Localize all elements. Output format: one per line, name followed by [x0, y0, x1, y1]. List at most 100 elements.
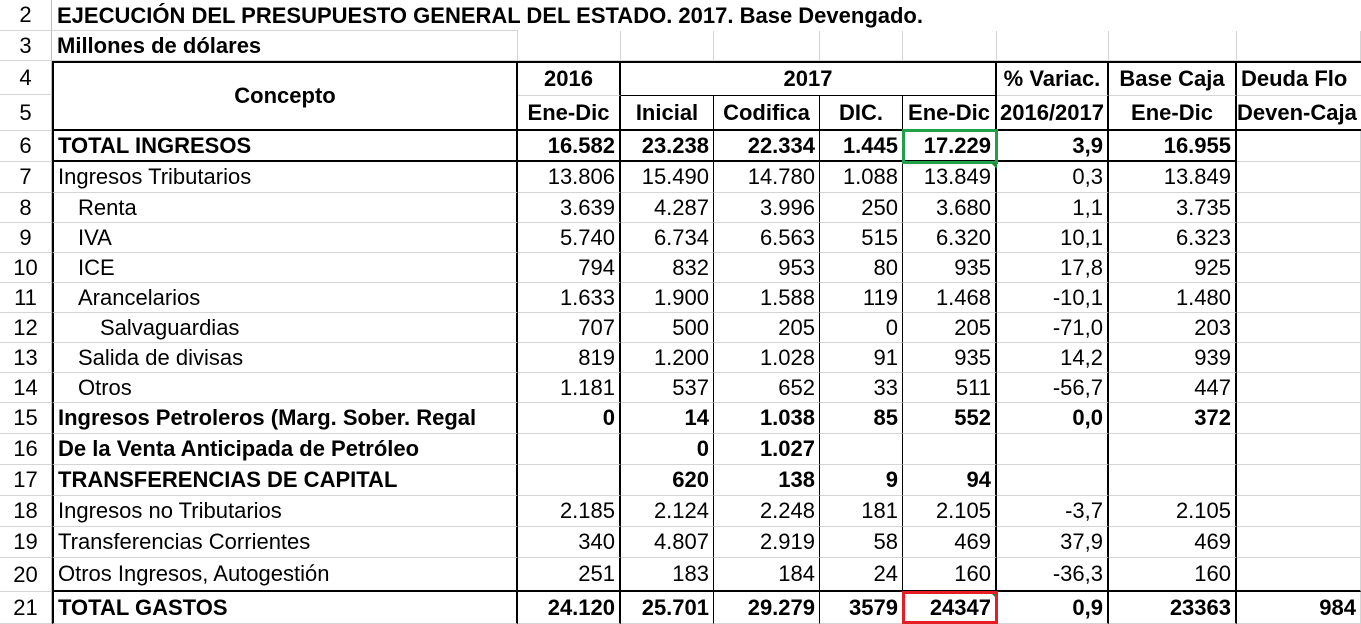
cell-basecaja[interactable]: 447: [1109, 373, 1237, 403]
cell-basecaja[interactable]: 1.480: [1109, 283, 1237, 313]
cell-enedic[interactable]: 511: [903, 373, 997, 403]
cell-inicial[interactable]: 0: [621, 434, 714, 465]
cell-variac[interactable]: [997, 465, 1109, 496]
cell-codifica[interactable]: 2.919: [714, 527, 820, 558]
cell-basecaja[interactable]: 23363: [1109, 592, 1237, 624]
cell-2016[interactable]: 340: [518, 527, 621, 558]
row-header[interactable]: 21: [0, 592, 52, 624]
cell-deuda[interactable]: [1237, 223, 1361, 253]
cell-codifica[interactable]: 953: [714, 253, 820, 283]
cell-deuda[interactable]: [1237, 496, 1361, 527]
cell[interactable]: [997, 31, 1109, 61]
cell-basecaja[interactable]: 16.955: [1109, 131, 1237, 162]
cell-basecaja[interactable]: 203: [1109, 313, 1237, 343]
header-deuda[interactable]: Deuda Flo: [1237, 61, 1361, 96]
row-header[interactable]: 7: [0, 162, 52, 193]
cell-codifica[interactable]: 1.038: [714, 403, 820, 434]
cell-dic[interactable]: 1.088: [820, 162, 903, 193]
cell-basecaja[interactable]: 3.735: [1109, 193, 1237, 223]
row-header[interactable]: 6: [0, 131, 52, 162]
cell-codifica[interactable]: 138: [714, 465, 820, 496]
row-header[interactable]: 11: [0, 283, 52, 313]
cell-enedic[interactable]: 552: [903, 403, 997, 434]
cell-inicial[interactable]: 4.287: [621, 193, 714, 223]
cell-deuda[interactable]: [1237, 193, 1361, 223]
cell-codifica[interactable]: 14.780: [714, 162, 820, 193]
cell-codifica[interactable]: 6.563: [714, 223, 820, 253]
row-header[interactable]: 15: [0, 403, 52, 434]
cell-deuda[interactable]: [1237, 253, 1361, 283]
cell-2016[interactable]: 3.639: [518, 193, 621, 223]
cell-dic[interactable]: 250: [820, 193, 903, 223]
row-header[interactable]: 8: [0, 193, 52, 223]
cell-concepto[interactable]: Transferencias Corrientes: [52, 527, 518, 558]
cell-deuda[interactable]: [1237, 465, 1361, 496]
cell-2016[interactable]: 0: [518, 403, 621, 434]
cell-enedic[interactable]: 2.105: [903, 496, 997, 527]
sub-dic[interactable]: DIC.: [820, 96, 903, 131]
cell-concepto[interactable]: ICE: [52, 253, 518, 283]
cell-variac[interactable]: 0,9: [997, 592, 1109, 624]
cell-deuda[interactable]: [1237, 343, 1361, 373]
cell-codifica[interactable]: 22.334: [714, 131, 820, 162]
cell-dic[interactable]: 9: [820, 465, 903, 496]
cell-concepto[interactable]: Arancelarios: [52, 283, 518, 313]
cell-inicial[interactable]: 4.807: [621, 527, 714, 558]
cell-dic[interactable]: 119: [820, 283, 903, 313]
cell-2016[interactable]: 5.740: [518, 223, 621, 253]
cell[interactable]: [621, 31, 714, 61]
cell-concepto[interactable]: Renta: [52, 193, 518, 223]
cell[interactable]: [903, 31, 997, 61]
cell-codifica[interactable]: 652: [714, 373, 820, 403]
cell-variac[interactable]: -56,7: [997, 373, 1109, 403]
header-2017[interactable]: 2017: [621, 61, 997, 96]
subtitle-cell[interactable]: [52, 31, 518, 61]
header-basecaja[interactable]: Base Caja: [1109, 61, 1237, 96]
cell-dic[interactable]: [820, 434, 903, 465]
cell-enedic[interactable]: 94: [903, 465, 997, 496]
cell-inicial[interactable]: 25.701: [621, 592, 714, 624]
cell-2016[interactable]: 2.185: [518, 496, 621, 527]
cell-inicial[interactable]: 6.734: [621, 223, 714, 253]
cell-concepto[interactable]: IVA: [52, 223, 518, 253]
row-header[interactable]: 5: [0, 95, 52, 131]
cell-deuda[interactable]: [1237, 131, 1361, 162]
cell-deuda[interactable]: [1237, 558, 1361, 592]
cell-dic[interactable]: 58: [820, 527, 903, 558]
cell-deuda[interactable]: [1237, 434, 1361, 465]
cell-enedic[interactable]: 6.320: [903, 223, 997, 253]
cell-inicial[interactable]: 15.490: [621, 162, 714, 193]
cell-dic[interactable]: 91: [820, 343, 903, 373]
cell-inicial[interactable]: 1.900: [621, 283, 714, 313]
row-header[interactable]: 2: [0, 0, 52, 31]
cell-enedic[interactable]: 13.849: [903, 162, 997, 193]
cell-deuda[interactable]: [1237, 527, 1361, 558]
sub-codifica[interactable]: Codifica: [714, 96, 820, 131]
cell-basecaja[interactable]: 372: [1109, 403, 1237, 434]
cell-2016[interactable]: [518, 434, 621, 465]
cell-2016[interactable]: 24.120: [518, 592, 621, 624]
cell-basecaja[interactable]: 13.849: [1109, 162, 1237, 193]
row-header[interactable]: 19: [0, 527, 52, 558]
cell-2016[interactable]: 819: [518, 343, 621, 373]
cell-dic[interactable]: 80: [820, 253, 903, 283]
row-header[interactable]: 13: [0, 343, 52, 373]
cell-deuda[interactable]: 984: [1237, 592, 1361, 624]
cell-inicial[interactable]: 832: [621, 253, 714, 283]
cell-deuda[interactable]: [1237, 313, 1361, 343]
cell-dic[interactable]: 181: [820, 496, 903, 527]
cell-concepto[interactable]: De la Venta Anticipada de Petróleo: [52, 434, 518, 465]
cell-variac[interactable]: 37,9: [997, 527, 1109, 558]
cell-concepto[interactable]: TRANSFERENCIAS DE CAPITAL: [52, 465, 518, 496]
cell-variac[interactable]: 3,9: [997, 131, 1109, 162]
cell-codifica[interactable]: 1.027: [714, 434, 820, 465]
cell-inicial[interactable]: 183: [621, 558, 714, 592]
cell-concepto[interactable]: Ingresos Tributarios: [52, 162, 518, 193]
cell-codifica[interactable]: 184: [714, 558, 820, 592]
cell-enedic[interactable]: 3.680: [903, 193, 997, 223]
cell-2016[interactable]: 16.582: [518, 131, 621, 162]
cell-deuda[interactable]: [1237, 162, 1361, 193]
cell-concepto[interactable]: Salvaguardias: [52, 313, 518, 343]
cell-2016[interactable]: [518, 465, 621, 496]
cell-dic[interactable]: 1.445: [820, 131, 903, 162]
